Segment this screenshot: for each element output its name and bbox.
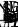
Text: Additional information may by obtained from the modulation depth of the
signal. : Additional information may by obtained f…: [2, 6, 18, 27]
Text: TAMAR SEIDEMAN AND ROBERT J. GORDON: TAMAR SEIDEMAN AND ROBERT J. GORDON: [0, 1, 18, 15]
Text: $\mathbf{Figure\ 3.}$  The phase lag produced by the Gouy phase, calculated usin: $\mathbf{Figure\ 3.}$ The phase lag prod…: [2, 22, 18, 27]
Text: 158: 158: [2, 1, 18, 18]
Text: If the amplitudes of the two electric fields are adjusted such that $p_a = p_b$,: If the amplitudes of the two electric fi…: [2, 10, 18, 27]
Text: $M = \dfrac{\sqrt{p_a p_b}}{\frac{1}{2}(p_a + p_b)}$: $M = \dfrac{\sqrt{p_a p_b}}{\frac{1}{2}(…: [0, 8, 18, 27]
Legend: $d/z_R=\ 1$, 4, 16, 64: $d/z_R=\ 1$, 4, 16, 64: [0, 20, 8, 27]
Text: (27): (27): [15, 8, 18, 25]
Text: $\delta^A(E) - \delta^B(E)$, and the Gouy phase, $\delta^G_{l_A,mn}(z_m) - \delt: $\delta^A(E) - \delta^B(E)$, and the Gou…: [2, 1, 18, 27]
